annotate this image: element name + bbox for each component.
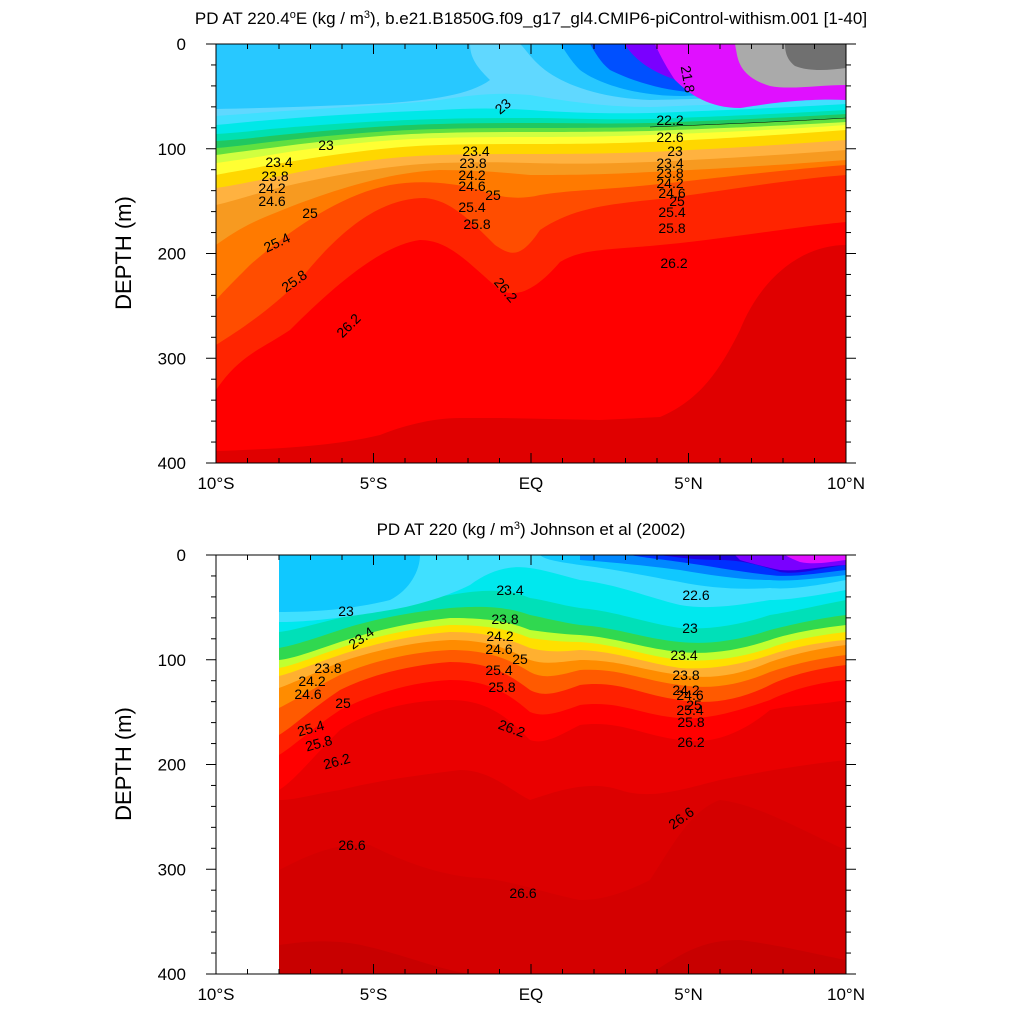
contour-label: 25.8: [658, 220, 685, 236]
contour-label: 26.2: [660, 255, 687, 271]
x-tick-label: 10°S: [197, 985, 234, 1004]
panel-obs: PD AT 220 (kg / m3) Johnson et al (2002)…: [111, 520, 865, 1004]
contour-label: 22.2: [656, 112, 683, 128]
x-tick-label: 10°S: [197, 474, 234, 493]
contour-label: 25.4: [658, 204, 685, 220]
layer-21.0: [785, 44, 846, 70]
contour-label: 24.2: [486, 628, 513, 644]
x-tick-label: 10°N: [827, 474, 865, 493]
layer-21.8: [785, 555, 846, 564]
contour-label: 23.8: [672, 667, 699, 683]
x-tick-label: 5°S: [360, 474, 388, 493]
contour-label: 25.8: [303, 732, 334, 755]
contour-label: 24.2: [458, 167, 485, 183]
y-tick-label: 400: [158, 965, 186, 984]
y-tick-label: 100: [158, 651, 186, 670]
contour-label: 25: [302, 205, 318, 221]
contour-label: 25.8: [488, 679, 515, 695]
contour-label: 23.8: [314, 660, 341, 676]
contour-label: 25.8: [677, 714, 704, 730]
y-tick-label: 400: [158, 454, 186, 473]
y-tick-label: 200: [158, 245, 186, 264]
contour-label: 23: [338, 603, 354, 619]
contour-label: 26.6: [509, 885, 536, 901]
x-tick-label: 10°N: [827, 985, 865, 1004]
contour-label: 23.4: [496, 582, 523, 598]
contour-label: 23.4: [265, 154, 292, 170]
contour-label: 25: [485, 187, 501, 203]
contour-label: 25.8: [463, 216, 490, 232]
contour-label: 24.6: [458, 178, 485, 194]
panel-model-title: PD AT 220.4oE (kg / m3), b.e21.B1850G.f0…: [195, 9, 867, 28]
contour-label: 23.4: [670, 647, 697, 663]
contour-label: 26.2: [321, 750, 352, 773]
y-tick-label: 300: [158, 860, 186, 879]
x-tick-label: 5°S: [360, 985, 388, 1004]
contour-label: 25: [335, 695, 351, 711]
contour-label: 24.6: [294, 686, 321, 702]
panel-obs-axes: 10°S 5°S EQ 5°N 10°N 0 100 200 300 400: [158, 546, 865, 1004]
contour-label: 23.4: [656, 155, 683, 171]
contour-label: 26.2: [677, 734, 704, 750]
contour-label: 24.2: [672, 682, 699, 698]
panel-model-axes: 10°S 5°S EQ 5°N 10°N 0 100 200 300 400: [158, 35, 865, 493]
contour-label: 24.6: [258, 193, 285, 209]
contour-label: 25: [512, 651, 528, 667]
contour-label: 24.6: [658, 185, 685, 201]
panel-model-ylabel: DEPTH (m): [111, 196, 136, 310]
panel-model: PD AT 220.4oE (kg / m3), b.e21.B1850G.f0…: [111, 9, 867, 493]
contour-label: 23.8: [656, 165, 683, 181]
contour-label: 23.8: [261, 168, 288, 184]
contour-label: 26.6: [338, 837, 365, 853]
contour-label: 25.4: [295, 717, 326, 740]
contour-label: 24.6: [485, 641, 512, 657]
y-tick-label: 0: [177, 35, 186, 54]
contour-label: 23: [318, 137, 334, 153]
contour-label: 25: [686, 697, 702, 713]
contour-label: 24.6: [676, 687, 703, 703]
contour-label: 24.2: [258, 180, 285, 196]
x-tick-label: EQ: [519, 474, 544, 493]
panel-obs-title: PD AT 220 (kg / m3) Johnson et al (2002): [377, 520, 686, 539]
contour-label: 25.4: [676, 702, 703, 718]
panel-obs-field: [279, 555, 846, 974]
y-tick-label: 300: [158, 349, 186, 368]
contour-label: 25: [669, 193, 685, 209]
contour-label: 23.8: [491, 611, 518, 627]
x-tick-label: EQ: [519, 985, 544, 1004]
y-tick-label: 0: [177, 546, 186, 565]
panel-model-field: [216, 44, 846, 463]
contour-label: 21.8: [678, 64, 699, 94]
contour-label: 22.6: [682, 587, 709, 603]
contour-lines: [216, 44, 846, 128]
contour-label: 25.4: [485, 662, 512, 678]
contour-label: 23: [667, 143, 683, 159]
contour-label: 23: [682, 620, 698, 636]
contour-label: 23.8: [459, 155, 486, 171]
panel-obs-ylabel: DEPTH (m): [111, 707, 136, 821]
x-tick-label: 5°N: [674, 985, 703, 1004]
x-tick-label: 5°N: [674, 474, 703, 493]
contour-label: 24.2: [656, 175, 683, 191]
y-tick-label: 100: [158, 140, 186, 159]
contour-label: 22.6: [656, 129, 683, 145]
y-tick-label: 200: [158, 756, 186, 775]
contour-label: 24.2: [298, 673, 325, 689]
contour-label: 25.4: [458, 199, 485, 215]
contour-label: 23.4: [462, 143, 489, 159]
